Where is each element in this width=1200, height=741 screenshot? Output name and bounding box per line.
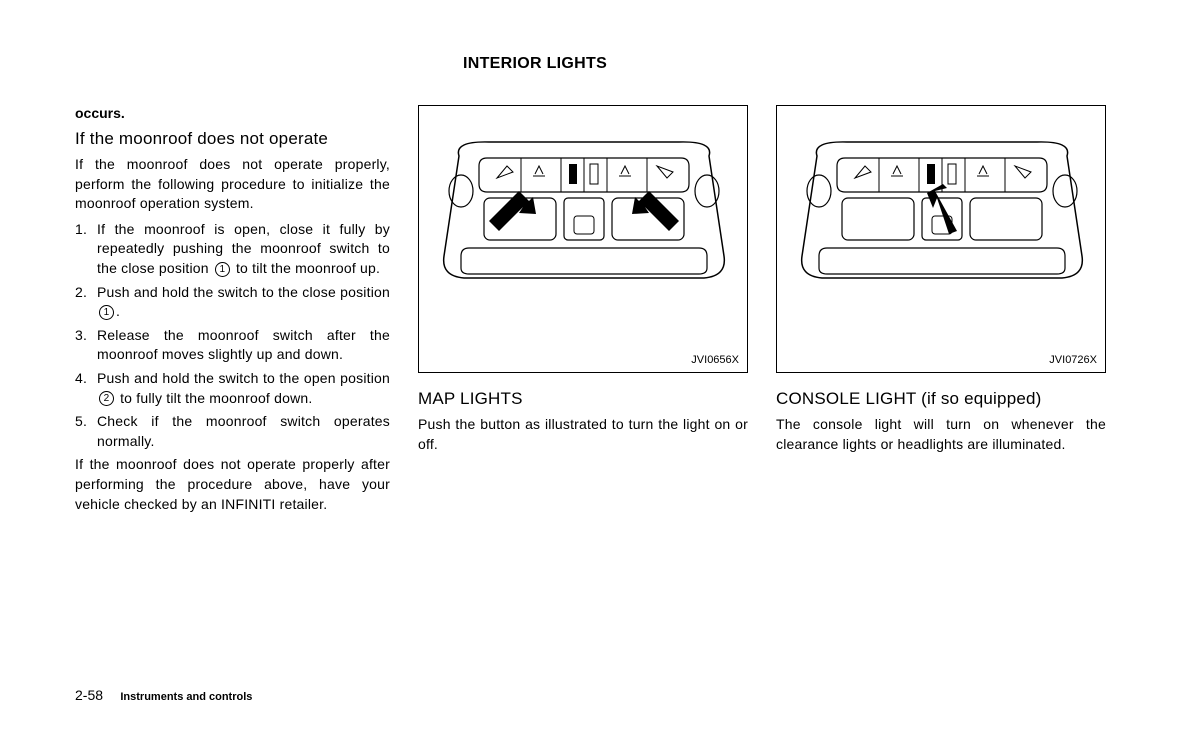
moonroof-intro: If the moonroof does not operate properl…: [75, 155, 390, 214]
console-light-body: The console light will turn on whenever …: [776, 415, 1106, 454]
console-light-title: CONSOLE LIGHT (if so equipped): [776, 389, 1106, 409]
map-lights-diagram-icon: [429, 136, 739, 346]
step-1: If the moonroof is open, close it fully …: [75, 220, 390, 279]
chapter-name: Instruments and controls: [120, 691, 252, 703]
step-3: Release the moonroof switch after the mo…: [75, 326, 390, 365]
page-footer: 2-58 Instruments and controls: [75, 687, 252, 703]
figure-code: JVI0656X: [691, 354, 739, 366]
figure-code: JVI0726X: [1049, 354, 1097, 366]
page-number: 2-58: [75, 687, 103, 703]
circled-1-icon: 1: [99, 305, 114, 320]
map-lights-body: Push the button as illustrated to turn t…: [418, 415, 748, 454]
moonroof-steps: If the moonroof is open, close it fully …: [75, 220, 390, 452]
step-5: Check if the moonroof switch operates no…: [75, 412, 390, 451]
circled-2-icon: 2: [99, 391, 114, 406]
map-lights-figure: JVI0656X: [418, 105, 748, 373]
step-4: Push and hold the switch to the open pos…: [75, 369, 390, 408]
console-light-figure: JVI0726X: [776, 105, 1106, 373]
step-2: Push and hold the switch to the close po…: [75, 283, 390, 322]
circled-1-icon: 1: [215, 262, 230, 277]
right-column: JVI0726X CONSOLE LIGHT (if so equipped) …: [776, 105, 1106, 514]
occurs-text: occurs.: [75, 105, 390, 121]
content-columns: occurs. If the moonroof does not operate…: [75, 105, 1130, 514]
map-lights-title: MAP LIGHTS: [418, 389, 748, 409]
moonroof-outro: If the moonroof does not operate properl…: [75, 455, 390, 514]
left-column: occurs. If the moonroof does not operate…: [75, 105, 390, 514]
console-light-diagram-icon: [787, 136, 1097, 346]
moonroof-subhead: If the moonroof does not operate: [75, 129, 390, 149]
page-header: INTERIOR LIGHTS: [463, 55, 607, 73]
center-column: JVI0656X MAP LIGHTS Push the button as i…: [418, 105, 748, 514]
